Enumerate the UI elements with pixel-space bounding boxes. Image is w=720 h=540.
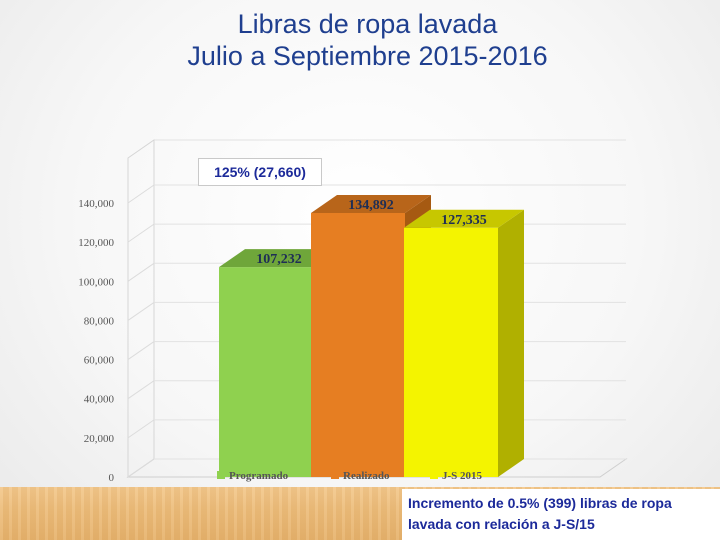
- increase-annotation: 125% (27,660): [198, 158, 322, 186]
- increment-note: Incremento de 0.5% (399) libras de ropa …: [402, 489, 720, 540]
- y-tick-label: 20,000: [84, 433, 115, 445]
- gridline-diagonal: [127, 458, 155, 478]
- data-label: 107,232: [256, 252, 302, 267]
- y-tick-label: 80,000: [84, 315, 115, 327]
- bar-side-j-s-2015: [498, 209, 524, 477]
- legend-label: Programado: [229, 470, 289, 482]
- data-label: 134,892: [348, 198, 394, 213]
- title-line-2: Julio a Septiembre 2015-2016: [187, 41, 548, 71]
- gridline-diagonal: [127, 302, 155, 321]
- legend-label: Realizado: [343, 470, 390, 482]
- y-tick-label: 100,000: [78, 276, 114, 288]
- gridline-diagonal: [127, 419, 155, 439]
- bar-front-j-s-2015: [404, 227, 498, 477]
- y-tick-label: 140,000: [78, 198, 114, 210]
- bar-top-j-s-2015: [404, 209, 524, 228]
- gridline-diagonal: [127, 184, 155, 204]
- bar-front-realizado: [311, 212, 405, 478]
- side-wall: [127, 139, 155, 478]
- legend-swatch: [331, 471, 339, 479]
- bar-front-programado: [219, 267, 313, 477]
- title-line-1: Libras de ropa lavada: [237, 9, 498, 39]
- y-tick-label: 120,000: [78, 237, 114, 249]
- legend-label: J-S 2015: [442, 470, 483, 482]
- legend-swatch: [217, 471, 225, 479]
- bar-top-programado: [219, 249, 339, 268]
- gridline-diagonal: [127, 262, 155, 282]
- gridline-diagonal: [127, 380, 155, 400]
- y-tick-label: 60,000: [84, 355, 115, 367]
- legend-swatch: [430, 471, 438, 479]
- gridline-diagonal: [127, 223, 155, 243]
- gridline-diagonal: [127, 341, 155, 360]
- y-tick-label: 40,000: [84, 394, 115, 406]
- data-label: 127,335: [441, 213, 487, 228]
- chart-title: Libras de ropa lavada Julio a Septiembre…: [0, 8, 720, 72]
- y-tick-label: 0: [109, 472, 115, 484]
- bar-top-realizado: [311, 194, 431, 213]
